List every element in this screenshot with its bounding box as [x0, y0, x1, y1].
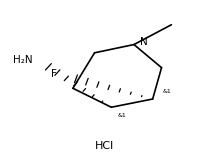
Text: H₂N: H₂N	[13, 55, 33, 65]
Text: &1: &1	[118, 113, 126, 118]
Text: HCl: HCl	[95, 141, 114, 151]
Text: F: F	[51, 69, 57, 79]
Text: N: N	[139, 37, 147, 47]
Text: &1: &1	[163, 89, 171, 94]
